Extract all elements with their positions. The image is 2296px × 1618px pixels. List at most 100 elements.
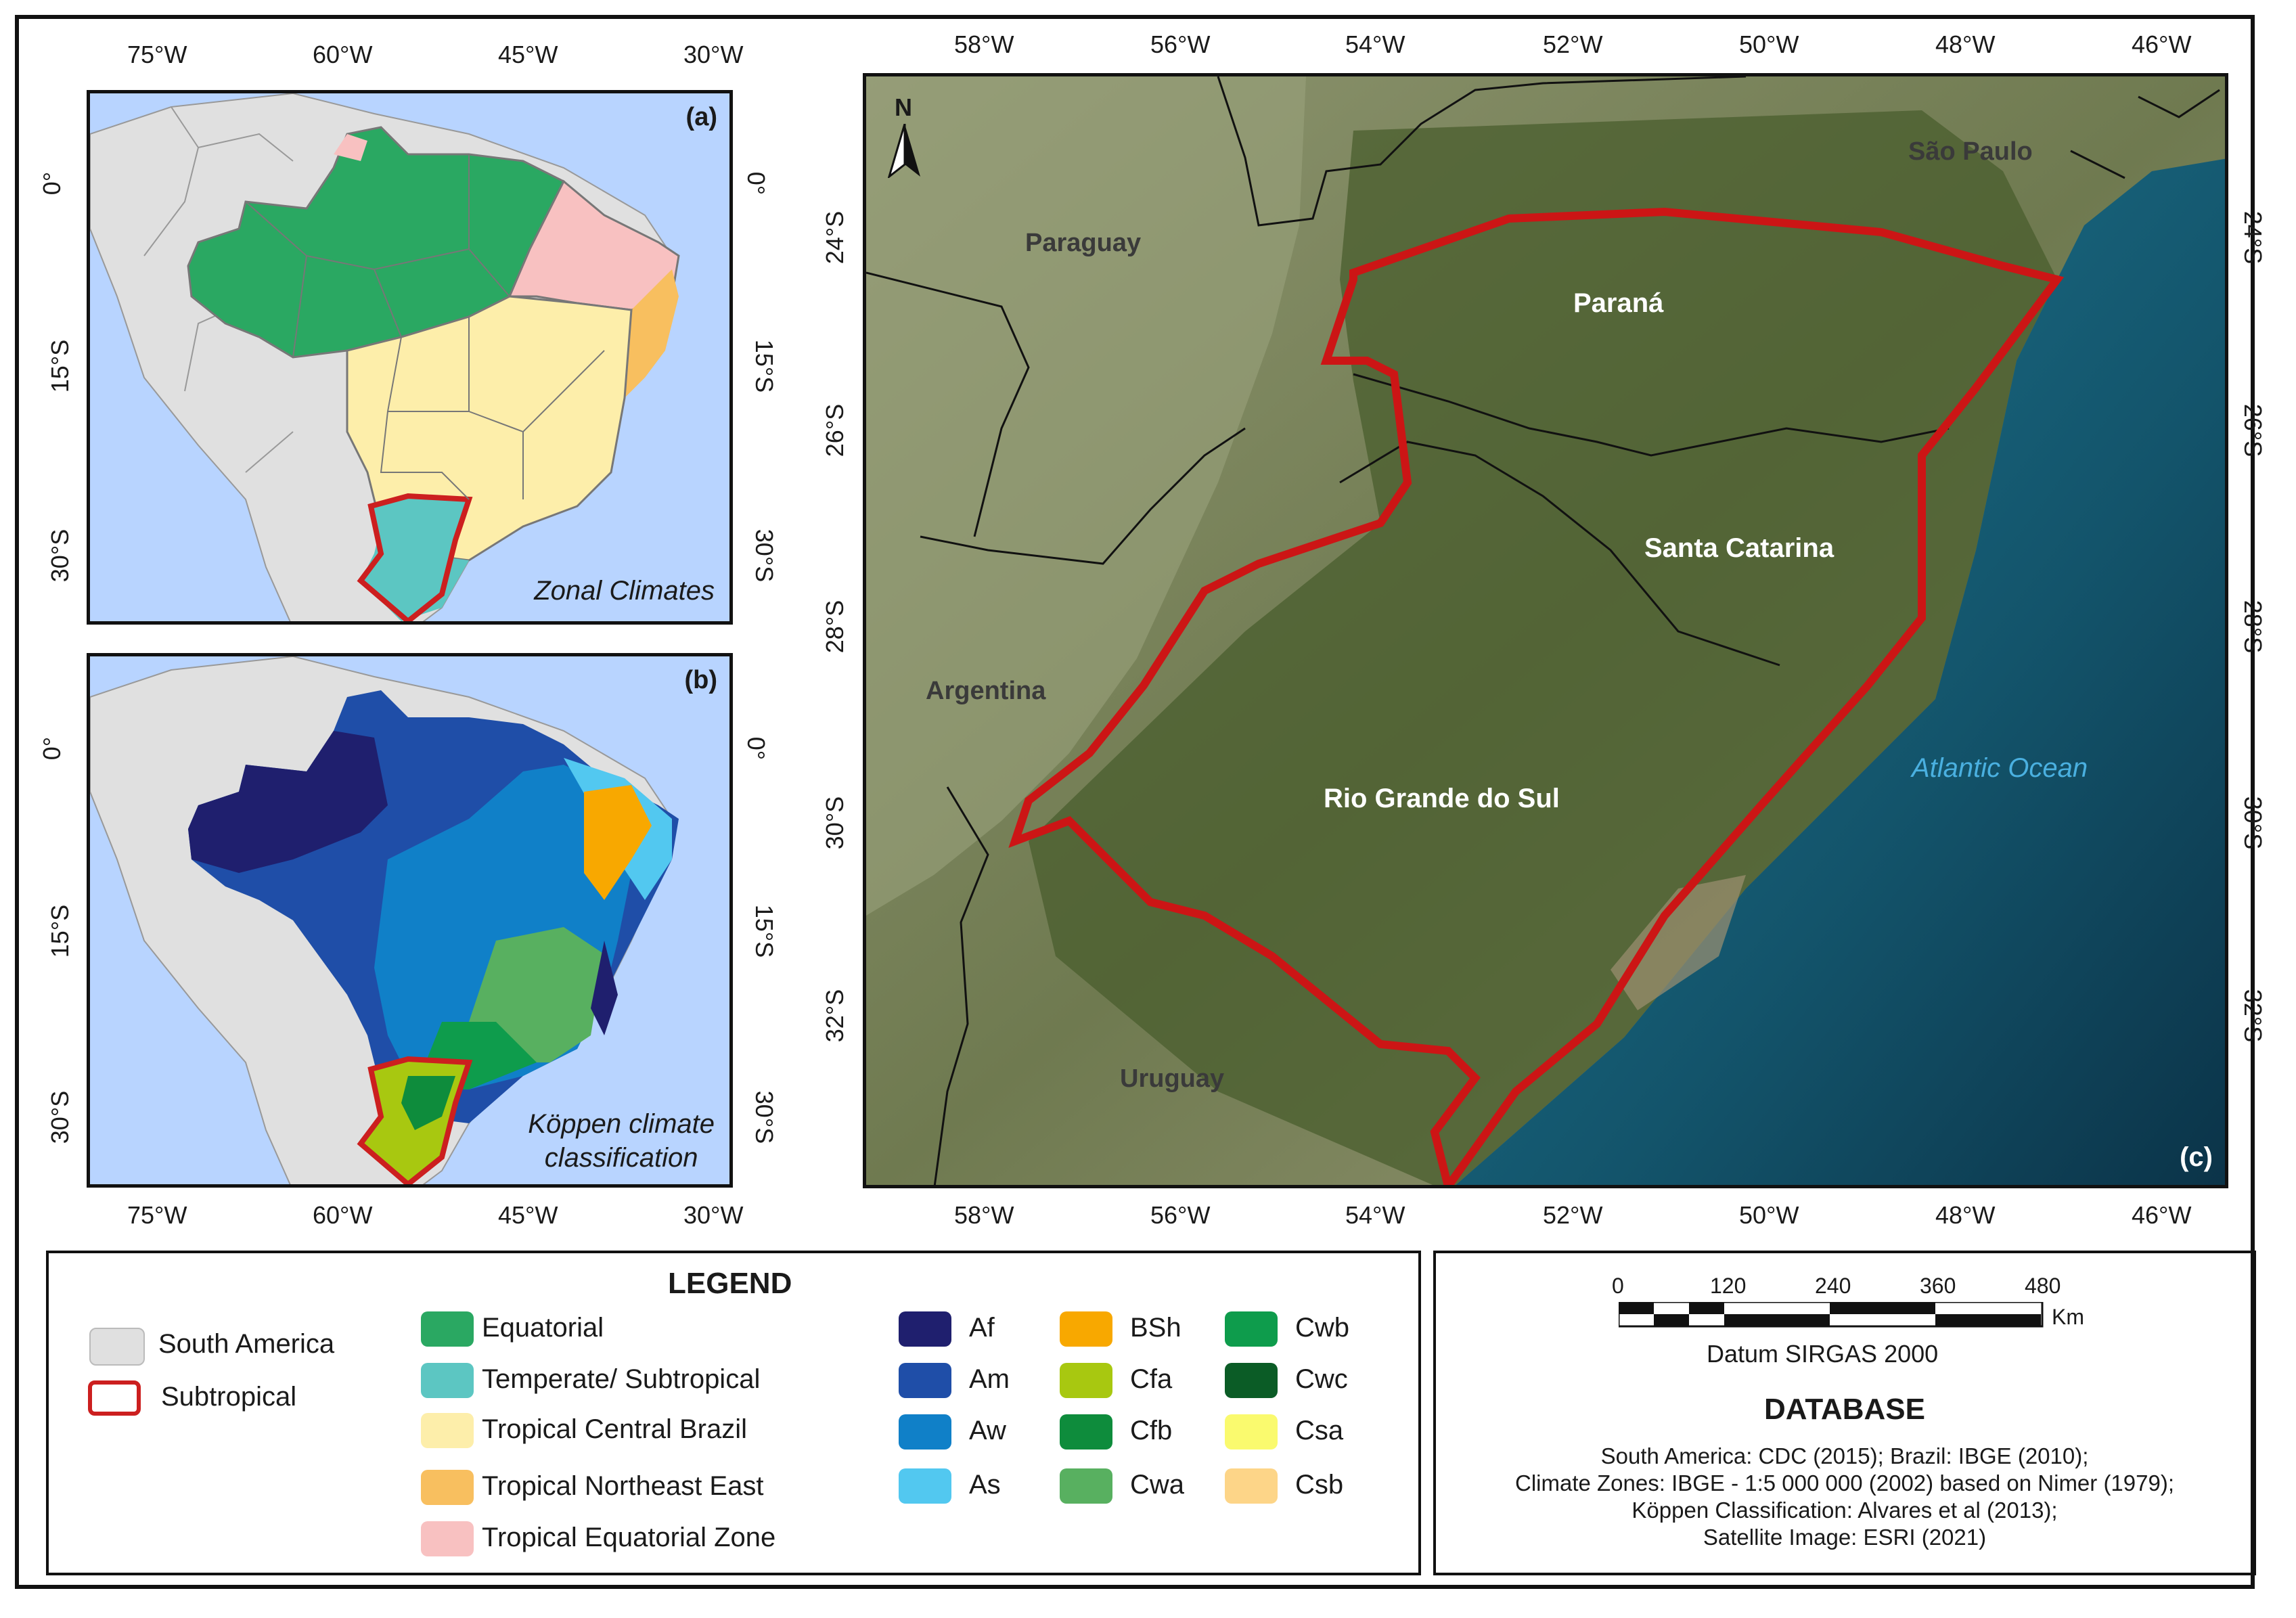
lat-tick: 0° xyxy=(38,736,66,761)
lat-tick: 0° xyxy=(742,171,771,196)
legend-label: Af xyxy=(969,1313,995,1343)
swatch-koppen xyxy=(899,1414,951,1450)
database-line: Köppen Classification: Alvares et al (20… xyxy=(1631,1498,2058,1523)
lat-tick: 30°S xyxy=(46,1090,74,1144)
swatch-subtropical xyxy=(88,1380,141,1416)
label-atlantic-ocean: Atlantic Ocean xyxy=(1912,753,2088,783)
legend-label: South America xyxy=(158,1329,335,1359)
lon-tick: 30°W xyxy=(683,1201,744,1229)
koppen-climate-map xyxy=(90,656,679,1184)
lat-tick: 32°S xyxy=(821,989,849,1043)
lon-tick: 50°W xyxy=(1739,30,1799,58)
lon-tick: 48°W xyxy=(1935,1201,1996,1229)
lat-tick: 30°S xyxy=(46,529,74,583)
lat-tick: 30°S xyxy=(750,1090,779,1144)
lon-tick: 45°W xyxy=(498,1201,558,1229)
swatch-zone xyxy=(421,1413,474,1448)
legend-label: As xyxy=(969,1470,1001,1500)
scale-ticks: 0 120 240 360 480 xyxy=(1612,1274,2061,1301)
lat-tick: 15°S xyxy=(750,339,779,393)
swatch-zone xyxy=(421,1311,474,1347)
swatch-koppen xyxy=(1225,1468,1278,1504)
scale-unit: Km xyxy=(2052,1305,2084,1329)
lon-tick: 30°W xyxy=(683,41,744,68)
zonal-climate-map xyxy=(90,93,680,621)
lon-tick: 54°W xyxy=(1345,1201,1405,1229)
label-uruguay: Uruguay xyxy=(1120,1064,1225,1093)
legend-label: Tropical Central Brazil xyxy=(482,1414,747,1444)
lat-tick: 15°S xyxy=(750,904,779,958)
lat-tick: 30°S xyxy=(2239,796,2268,850)
lon-tick: 75°W xyxy=(127,1201,187,1229)
legend-label: Aw xyxy=(969,1416,1006,1445)
legend-label: Csa xyxy=(1295,1416,1344,1445)
lon-tick: 50°W xyxy=(1739,1201,1799,1229)
scale-datum: Datum SIRGAS 2000 xyxy=(1707,1340,1939,1368)
label-santa-catarina: Santa Catarina xyxy=(1644,533,1834,563)
lon-tick: 46°W xyxy=(2132,1201,2192,1229)
lat-tick: 30°S xyxy=(821,796,849,850)
lat-tick: 0° xyxy=(742,736,771,761)
legend-label: Cwa xyxy=(1130,1470,1185,1500)
swatch-koppen xyxy=(899,1311,951,1347)
lat-tick: 26°S xyxy=(821,403,849,457)
panel-tag-a: (a) xyxy=(685,103,717,131)
lat-tick: 30°S xyxy=(750,529,779,583)
swatch-koppen xyxy=(1225,1311,1278,1347)
legend-label: Cwb xyxy=(1295,1313,1350,1343)
legend-label: Subtropical xyxy=(161,1382,297,1412)
database-title: DATABASE xyxy=(1764,1393,1925,1426)
lon-tick: 48°W xyxy=(1935,30,1996,58)
legend-label: Am xyxy=(969,1364,1010,1394)
swatch-koppen xyxy=(1060,1414,1112,1450)
legend-label: Cfb xyxy=(1130,1416,1173,1445)
figure-frame xyxy=(15,15,2255,1589)
legend-label: BSh xyxy=(1130,1313,1181,1343)
scale-tick: 0 xyxy=(1612,1274,1624,1298)
lon-tick: 54°W xyxy=(1345,30,1405,58)
database-line: Climate Zones: IBGE - 1:5 000 000 (2002)… xyxy=(1515,1470,2174,1496)
legend-label: Equatorial xyxy=(482,1313,604,1343)
lon-tick: 52°W xyxy=(1543,1201,1603,1229)
legend-label: Tropical Equatorial Zone xyxy=(482,1523,776,1552)
scale-tick: 120 xyxy=(1710,1274,1747,1298)
lon-tick: 45°W xyxy=(498,41,558,68)
label-rio-grande-do-sul: Rio Grande do Sul xyxy=(1324,784,1560,813)
label-argentina: Argentina xyxy=(926,677,1046,705)
lat-tick: 28°S xyxy=(2239,600,2268,654)
swatch-zone xyxy=(421,1521,474,1556)
label-parana: Paraná xyxy=(1573,288,1664,318)
scale-tick: 480 xyxy=(2025,1274,2061,1298)
lon-tick: 58°W xyxy=(954,30,1014,58)
panel-a-map: (a) Zonal Climates xyxy=(87,90,733,625)
north-arrow: N xyxy=(888,93,922,188)
lon-tick: 52°W xyxy=(1543,30,1603,58)
lon-tick: 56°W xyxy=(1150,30,1211,58)
database-line: South America: CDC (2015); Brazil: IBGE … xyxy=(1600,1443,2089,1468)
legend-label: Cwc xyxy=(1295,1364,1348,1394)
panel-a-caption: Zonal Climates xyxy=(534,576,715,606)
lat-tick: 24°S xyxy=(821,210,849,265)
scale-bar xyxy=(1619,1302,2044,1328)
panel-b-map: (b) Köppen climate classification xyxy=(87,653,733,1188)
swatch-koppen xyxy=(1060,1468,1112,1504)
lon-tick: 75°W xyxy=(127,41,187,68)
swatch-koppen xyxy=(1060,1311,1112,1347)
lon-tick: 56°W xyxy=(1150,1201,1211,1229)
swatch-koppen xyxy=(1060,1363,1112,1398)
legend-label: Csb xyxy=(1295,1470,1344,1500)
legend-label: Cfa xyxy=(1130,1364,1173,1394)
legend-title: LEGEND xyxy=(668,1267,792,1300)
label-sao-paulo: São Paulo xyxy=(1908,137,2033,166)
lon-tick: 58°W xyxy=(954,1201,1014,1229)
panel-tag-c: (c) xyxy=(2180,1142,2213,1172)
database-lines: South America: CDC (2015); Brazil: IBGE … xyxy=(1436,1443,2253,1551)
swatch-zone xyxy=(421,1470,474,1505)
swatch-koppen xyxy=(1225,1414,1278,1450)
lat-tick: 26°S xyxy=(2239,403,2268,457)
lon-tick: 46°W xyxy=(2132,30,2192,58)
scale-tick: 240 xyxy=(1815,1274,1851,1298)
swatch-zone xyxy=(421,1363,474,1398)
swatch-koppen xyxy=(899,1363,951,1398)
lat-tick: 0° xyxy=(38,171,66,196)
